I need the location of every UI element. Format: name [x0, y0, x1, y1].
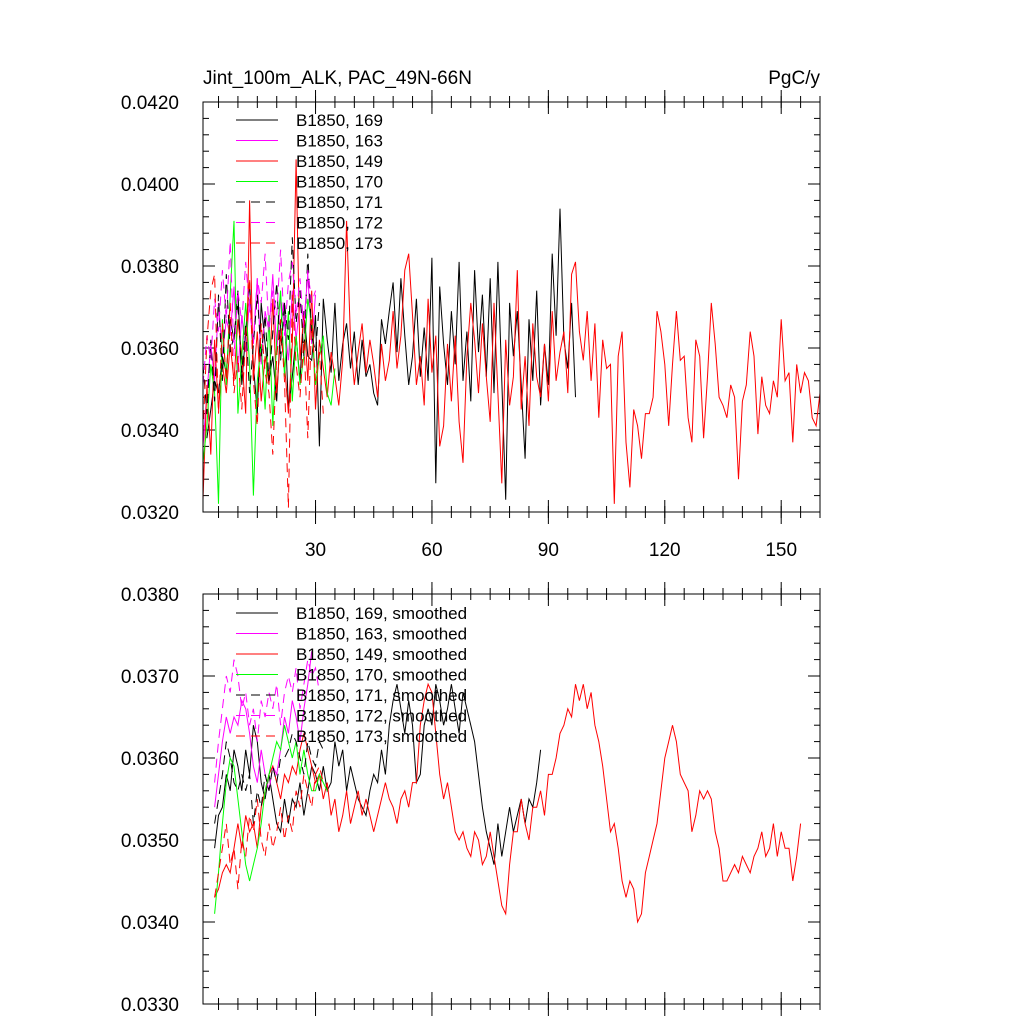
bottom-legend-label-b1850-163-smoothed: B1850, 163, smoothed [296, 625, 467, 644]
bottom-series-b1850-163-smoothed [214, 651, 313, 808]
top-legend-label-b1850-173: B1850, 173 [296, 234, 383, 253]
bottom-legend-label-b1850-169-smoothed: B1850, 169, smoothed [296, 604, 467, 623]
bottom-panel: 0.0330 0.0340 0.0350 0.0360 0.0370 0.0380 B18… [121, 582, 821, 1016]
top-ytick-label: 0.0320 [121, 503, 179, 524]
top-chart-units: PgC/y [768, 68, 820, 89]
top-legend-label-b1850-163: B1850, 163 [296, 132, 383, 151]
bottom-series-b1850-172-smoothed [214, 659, 320, 783]
top-ytick-label: 0.0400 [121, 175, 179, 196]
top-xtick-label: 60 [421, 540, 442, 561]
top-legend-label-b1850-169: B1850, 169 [296, 111, 383, 130]
top-ytick-label: 0.0360 [121, 339, 179, 360]
bottom-series-b1850-170-smoothed [214, 725, 328, 914]
bottom-ticks: 0.0330 0.0340 0.0350 0.0360 0.0370 0.0380 [121, 582, 821, 1016]
bottom-ytick-label: 0.0330 [121, 995, 179, 1016]
bottom-plot-frame [202, 593, 821, 1005]
bottom-legend-label-b1850-170-smoothed: B1850, 170, smoothed [296, 666, 467, 685]
bottom-ytick-label: 0.0380 [121, 585, 179, 606]
bottom-series-b1850-173-smoothed [214, 764, 324, 898]
bottom-ytick-label: 0.0340 [121, 913, 179, 934]
bottom-legend-label-b1850-173-smoothed: B1850, 173, smoothed [296, 727, 467, 746]
top-ytick-label: 0.0420 [121, 93, 179, 114]
top-ytick-label: 0.0340 [121, 421, 179, 442]
top-series-b1850-173 [203, 274, 324, 508]
top-series-b1850-171 [203, 237, 320, 414]
bottom-ytick-label: 0.0360 [121, 749, 179, 770]
top-legend-label-b1850-149: B1850, 149 [296, 152, 383, 171]
top-series-group [203, 159, 820, 508]
bottom-ytick-label: 0.0350 [121, 831, 179, 852]
top-ytick-label: 0.0380 [121, 257, 179, 278]
bottom-series-b1850-171-smoothed [214, 731, 324, 824]
top-legend-label-b1850-171: B1850, 171 [296, 193, 383, 212]
bottom-series-b1850-149-smoothed [214, 682, 802, 924]
top-xtick-label: 120 [649, 540, 681, 561]
bottom-series-group [214, 651, 802, 924]
top-series-b1850-172 [203, 241, 316, 385]
top-chart-title: Jint_100m_ALK, PAC_49N-66N [203, 68, 472, 89]
top-xtick-label: 30 [305, 540, 326, 561]
top-series-b1850-149 [203, 159, 820, 504]
top-legend-label-b1850-170: B1850, 170 [296, 173, 383, 192]
top-xtick-label: 90 [538, 540, 559, 561]
top-plot-frame [202, 101, 821, 513]
top-xtick-label: 150 [765, 540, 797, 561]
top-panel: 0.0320 0.0340 0.0360 0.0380 0.0400 0.0420 30 60… [121, 68, 821, 561]
top-legend-label-b1850-172: B1850, 172 [296, 214, 383, 233]
bottom-legend-label-b1850-172-smoothed: B1850, 172, smoothed [296, 707, 467, 726]
bottom-legend: B1850, 169, smoothed B1850, 163, smoothed… [236, 604, 467, 746]
bottom-legend-label-b1850-171-smoothed: B1850, 171, smoothed [296, 686, 467, 705]
bottom-ytick-label: 0.0370 [121, 667, 179, 688]
bottom-legend-label-b1850-149-smoothed: B1850, 149, smoothed [296, 645, 467, 664]
